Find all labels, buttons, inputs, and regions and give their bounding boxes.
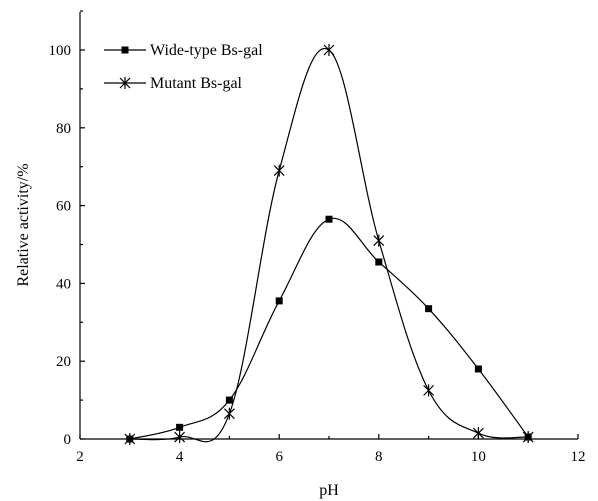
data-point-asterisk bbox=[423, 384, 435, 397]
y-tick-label: 80 bbox=[56, 121, 71, 137]
series-line-0 bbox=[129, 217, 529, 440]
y-tick-label: 100 bbox=[49, 43, 72, 59]
data-point-asterisk bbox=[323, 44, 335, 56]
y-tick-label: 20 bbox=[56, 354, 71, 370]
series-line-1 bbox=[129, 47, 529, 443]
x-tick-label: 10 bbox=[471, 449, 486, 465]
y-tick-label: 60 bbox=[56, 199, 71, 215]
data-point-asterisk bbox=[223, 407, 235, 420]
legend-marker-asterisk bbox=[119, 77, 131, 89]
series-group bbox=[124, 44, 534, 445]
y-tick-label: 0 bbox=[64, 432, 72, 448]
x-ticks: 2 4 6 8 10 12 bbox=[76, 434, 586, 465]
data-point-square bbox=[325, 215, 333, 223]
y-tick-label: 40 bbox=[56, 276, 71, 292]
legend-item-wide-type: Wide-type Bs-gal bbox=[104, 42, 263, 59]
x-tick-label: 2 bbox=[76, 449, 84, 465]
x-tick-label: 6 bbox=[275, 449, 283, 465]
data-point-asterisk bbox=[373, 234, 385, 247]
y-axis-title: Relative activity/% bbox=[15, 163, 32, 286]
data-point-square bbox=[275, 297, 283, 305]
x-tick-label: 12 bbox=[571, 449, 586, 465]
data-point-square bbox=[225, 396, 233, 404]
legend-marker-square bbox=[121, 46, 129, 54]
plot-area: 2 4 6 8 10 12 0 20 40 60 80 100 bbox=[49, 10, 586, 465]
data-point-asterisk bbox=[174, 431, 186, 444]
data-point-asterisk bbox=[273, 164, 285, 177]
legend-item-mutant: Mutant Bs-gal bbox=[104, 75, 243, 92]
data-point-asterisk bbox=[522, 431, 534, 444]
legend-label-mutant: Mutant Bs-gal bbox=[150, 75, 243, 92]
data-point-asterisk bbox=[472, 427, 484, 440]
data-point-square bbox=[425, 305, 433, 313]
x-tick-label: 8 bbox=[375, 449, 383, 465]
y-ticks: 0 20 40 60 80 100 bbox=[49, 10, 85, 448]
data-point-square bbox=[375, 258, 383, 266]
x-tick-label: 4 bbox=[176, 449, 184, 465]
legend-label-wide-type: Wide-type Bs-gal bbox=[150, 42, 263, 59]
data-point-square bbox=[176, 423, 184, 431]
data-point-asterisk bbox=[124, 433, 136, 445]
x-axis-title: pH bbox=[319, 482, 339, 499]
legend-asterisk-shape bbox=[119, 77, 131, 89]
data-point-square bbox=[474, 365, 482, 373]
legend: Wide-type Bs-gal Mutant Bs-gal bbox=[104, 42, 263, 92]
